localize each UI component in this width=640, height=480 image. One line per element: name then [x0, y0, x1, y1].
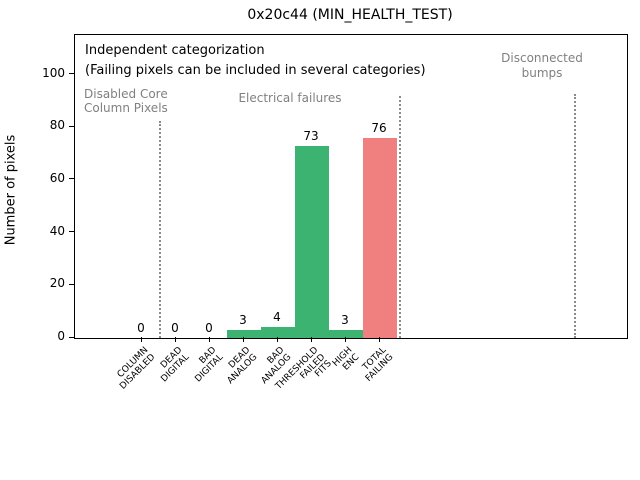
- x-tick-mark: [310, 337, 312, 342]
- section-separator-line: [574, 94, 576, 338]
- annotation-failing-pixels-note: (Failing pixels can be included in sever…: [85, 63, 426, 78]
- y-tick-label: 20: [49, 276, 65, 291]
- y-tick-mark: [69, 178, 74, 180]
- y-tick-label: 0: [57, 329, 65, 343]
- section-label-disconnected-bumps: Disconnected bumps: [501, 51, 583, 80]
- section-separator-line: [398, 96, 401, 338]
- x-tick-mark: [208, 337, 210, 342]
- plot-area: [74, 34, 628, 339]
- x-tick-mark: [276, 337, 278, 342]
- annotation-independent-categorization: Independent categorization: [85, 43, 265, 58]
- section-label-electrical-failures: Electrical failures: [238, 91, 342, 105]
- y-tick-mark: [69, 125, 74, 127]
- section-label-disabled-core: Disabled Core Column Pixels: [84, 87, 168, 115]
- y-tick-mark: [69, 231, 74, 233]
- x-tick-mark: [344, 337, 346, 342]
- x-tick-mark: [140, 337, 142, 342]
- y-axis-label: Number of pixels: [3, 134, 19, 246]
- y-tick-label: 80: [49, 118, 65, 133]
- bar-value-label: 4: [273, 310, 281, 325]
- bar-threshold-failed-fits: [295, 145, 329, 338]
- y-tick-mark: [69, 283, 74, 285]
- bar-value-label: 76: [371, 120, 387, 135]
- x-tick-mark: [242, 337, 244, 342]
- bar-value-label: 3: [341, 313, 349, 328]
- bar-high-enc: [329, 330, 363, 338]
- bar-value-label: 3: [239, 313, 247, 328]
- y-tick-mark: [69, 336, 74, 338]
- y-tick-label: 40: [49, 223, 65, 238]
- bar-value-label: 0: [171, 321, 179, 335]
- y-tick-label: 60: [49, 170, 65, 185]
- x-tick-mark: [378, 337, 380, 342]
- bar-value-label: 73: [303, 128, 319, 143]
- bar-dead-analog: [227, 330, 261, 338]
- chart-title: 0x20c44 (MIN_HEALTH_TEST): [247, 7, 453, 23]
- x-tick-mark: [174, 337, 176, 342]
- y-tick-mark: [69, 73, 74, 75]
- bar-value-label: 0: [137, 321, 145, 335]
- bar-total-failing: [363, 137, 397, 338]
- bar-value-label: 0: [205, 321, 213, 335]
- bar-bad-analog: [261, 327, 295, 338]
- section-separator-line: [159, 121, 161, 338]
- y-tick-label: 100: [42, 65, 65, 80]
